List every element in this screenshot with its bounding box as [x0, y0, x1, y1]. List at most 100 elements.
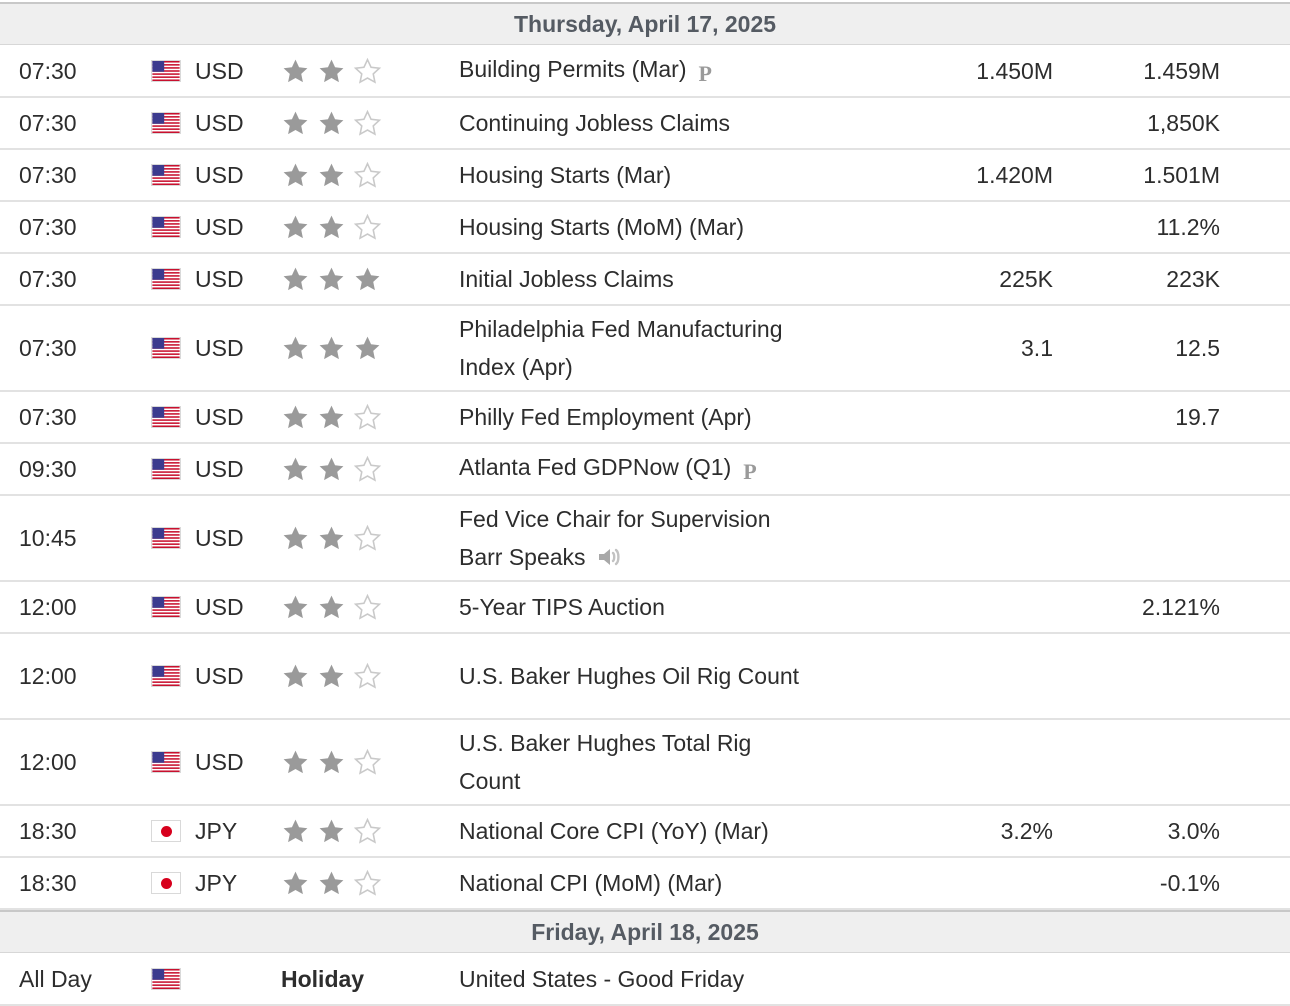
preliminary-icon[interactable]: P [698, 60, 712, 86]
event-name[interactable]: Continuing Jobless Claims [459, 110, 731, 136]
event-name[interactable]: National Core CPI (YoY) (Mar) [459, 818, 769, 844]
forecast-value: 1.459M [1143, 57, 1220, 84]
actual-value [880, 858, 1053, 908]
event-time: 07:30 [19, 213, 77, 240]
importance-stars [281, 392, 382, 442]
actual-value [880, 634, 1053, 718]
currency-code: USD [195, 57, 244, 84]
event-name-cell: U.S. Baker Hughes Total Rig Count [459, 720, 819, 804]
currency-code: USD [195, 265, 244, 292]
event-name[interactable]: Philly Fed Employment (Apr) [459, 404, 752, 430]
us-flag-icon [151, 337, 181, 359]
star-filled-icon [319, 267, 344, 290]
forecast-value [1060, 444, 1220, 494]
actual-value: 3.1 [1021, 334, 1053, 361]
preliminary-icon[interactable]: P [743, 458, 757, 484]
event-name[interactable]: National CPI (MoM) (Mar) [459, 870, 723, 896]
event-name[interactable]: Initial Jobless Claims [459, 266, 674, 292]
currency-code: USD [195, 161, 244, 188]
event-row[interactable]: All Day Holiday United States - Good Frida… [0, 954, 1290, 1006]
actual-value [880, 954, 1053, 1004]
actual-value: 1.420M [976, 161, 1053, 188]
importance-stars [281, 582, 382, 632]
currency-code: USD [195, 334, 244, 361]
event-time: 07:30 [19, 161, 77, 188]
event-name[interactable]: United States - Good Friday [459, 966, 745, 992]
star-empty-icon [353, 57, 382, 84]
event-name[interactable]: Fed Vice Chair for Supervision Barr Spea… [459, 506, 771, 570]
event-row[interactable]: 07:30 USD Philadelphia Fed Manufacturing I… [0, 306, 1290, 392]
forecast-value: -0.1% [1159, 869, 1220, 896]
event-name-cell: Initial Jobless Claims [459, 254, 819, 304]
star-filled-icon [283, 871, 308, 894]
star-empty-icon [353, 455, 382, 482]
us-flag-icon [151, 268, 181, 290]
event-name[interactable]: Atlanta Fed GDPNow (Q1) [459, 453, 732, 480]
importance-stars [281, 496, 382, 580]
event-time: 12:00 [19, 662, 77, 689]
star-filled-icon [283, 163, 308, 186]
event-name[interactable]: 5-Year TIPS Auction [459, 594, 665, 620]
importance-stars [281, 254, 382, 304]
event-row[interactable]: 12:00 USD U.S. Baker Hughes Oil Rig Count [0, 634, 1290, 720]
event-row[interactable]: 07:30 USD Housing Starts (Mar) 1.420M 1.501M [0, 150, 1290, 202]
us-flag-icon [151, 968, 181, 990]
star-filled-icon [319, 111, 344, 134]
event-time: 18:30 [19, 817, 77, 844]
event-row[interactable]: 07:30 USD Philly Fed Employment (Apr) 19.7 [0, 392, 1290, 444]
event-name[interactable]: Building Permits (Mar) [459, 55, 687, 82]
star-filled-icon [319, 871, 344, 894]
event-row[interactable]: 07:30 USD Housing Starts (MoM) (Mar) 11.2% [0, 202, 1290, 254]
event-row[interactable]: 07:30 USD Initial Jobless Claims 225K 223K [0, 254, 1290, 306]
jp-flag-icon [151, 820, 181, 842]
star-empty-icon [353, 593, 382, 620]
forecast-value: 223K [1166, 265, 1220, 292]
star-filled-icon [283, 405, 308, 428]
star-filled-icon [319, 405, 344, 428]
event-row[interactable]: 18:30 JPY National CPI (MoM) (Mar) -0.1% [0, 858, 1290, 910]
star-filled-icon [283, 59, 308, 82]
country-flag [151, 254, 181, 304]
event-row[interactable]: 07:30 USD Building Permits (Mar) P 1.450M 1.4… [0, 46, 1290, 98]
event-time: All Day [19, 965, 92, 992]
currency-code: USD [195, 748, 244, 775]
actual-value: 1.450M [976, 57, 1053, 84]
us-flag-icon [151, 596, 181, 618]
star-filled-icon [283, 267, 308, 290]
event-name[interactable]: U.S. Baker Hughes Total Rig Count [459, 730, 752, 794]
event-time: 12:00 [19, 593, 77, 620]
star-filled-icon [283, 336, 308, 359]
speaker-icon[interactable] [596, 545, 624, 569]
event-row[interactable]: 18:30 JPY National Core CPI (YoY) (Mar) 3.2… [0, 806, 1290, 858]
country-flag [151, 150, 181, 200]
country-flag [151, 634, 181, 718]
actual-value: 225K [999, 265, 1053, 292]
event-name[interactable]: Housing Starts (Mar) [459, 162, 672, 188]
event-name-cell: Housing Starts (Mar) [459, 150, 819, 200]
event-name-cell: U.S. Baker Hughes Oil Rig Count [459, 634, 819, 718]
event-row[interactable]: 09:30 USD Atlanta Fed GDPNow (Q1) P [0, 444, 1290, 496]
us-flag-icon [151, 665, 181, 687]
event-name-cell: United States - Good Friday [459, 954, 819, 1004]
event-name-cell: Building Permits (Mar) P [459, 46, 819, 96]
event-name[interactable]: Philadelphia Fed Manufacturing Index (Ap… [459, 316, 783, 380]
importance-stars [281, 98, 382, 148]
importance-stars [281, 720, 382, 804]
currency-code: USD [195, 109, 244, 136]
forecast-value: 12.5 [1175, 334, 1220, 361]
event-name[interactable]: U.S. Baker Hughes Oil Rig Count [459, 663, 800, 689]
event-name-cell: Continuing Jobless Claims [459, 98, 819, 148]
event-name[interactable]: Housing Starts (MoM) (Mar) [459, 214, 744, 240]
event-row[interactable]: 07:30 USD Continuing Jobless Claims 1,850K [0, 98, 1290, 150]
country-flag [151, 444, 181, 494]
event-row[interactable]: 12:00 USD U.S. Baker Hughes Total Rig Coun… [0, 720, 1290, 806]
star-filled-icon [319, 526, 344, 549]
forecast-value: 19.7 [1175, 403, 1220, 430]
event-time: 18:30 [19, 869, 77, 896]
event-row[interactable]: 10:45 USD Fed Vice Chair for Supervision B… [0, 496, 1290, 582]
importance-stars [281, 806, 382, 856]
forecast-value [1060, 954, 1220, 1004]
event-row[interactable]: 12:00 USD 5-Year TIPS Auction 2.121% [0, 582, 1290, 634]
star-empty-icon [353, 748, 382, 775]
jp-flag-icon [151, 872, 181, 894]
